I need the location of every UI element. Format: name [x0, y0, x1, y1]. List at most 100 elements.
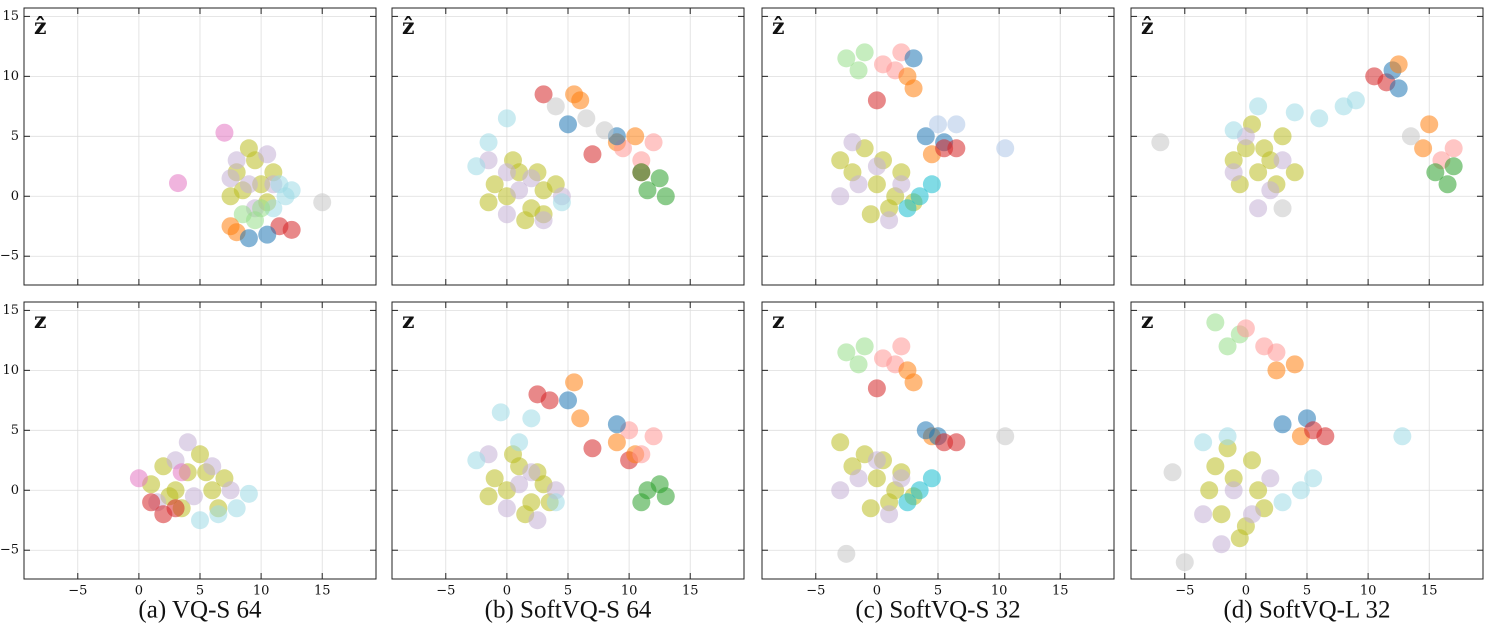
points [169, 123, 332, 248]
x-tick-label: 10 [991, 584, 1008, 599]
point [552, 193, 571, 212]
points [1163, 313, 1412, 572]
point [892, 175, 911, 194]
point [1230, 529, 1249, 548]
point [904, 79, 923, 98]
point [497, 499, 516, 518]
point [1218, 337, 1237, 356]
plot-frame [761, 301, 1115, 580]
point [172, 463, 191, 482]
point [191, 445, 209, 464]
panel-label: ẑ [34, 14, 47, 40]
point [1151, 133, 1170, 152]
y-tick-label: 10 [2, 363, 19, 378]
panel-label: z [772, 308, 785, 334]
y-tick-label: 5 [11, 423, 19, 438]
point [1249, 199, 1268, 218]
point [467, 451, 486, 470]
point [571, 409, 590, 428]
point [867, 91, 886, 110]
point [1236, 319, 1255, 338]
caption: (b) SoftVQ-S 64 [485, 597, 652, 624]
point [485, 469, 504, 488]
y-tick-label: −5 [0, 249, 19, 264]
point [831, 187, 850, 206]
point [258, 145, 277, 164]
point [849, 61, 868, 80]
point [650, 169, 669, 188]
point [516, 211, 535, 230]
point [510, 433, 529, 452]
plot-frame [761, 7, 1115, 286]
point [1243, 451, 1261, 470]
point [583, 439, 602, 458]
point [1401, 127, 1420, 146]
point [1438, 175, 1457, 194]
x-tick-label: 15 [314, 584, 331, 599]
point [861, 499, 880, 518]
point [559, 391, 577, 410]
point [534, 211, 553, 230]
point [595, 121, 614, 140]
points [467, 85, 675, 230]
point [1212, 505, 1231, 524]
panel-label: z [34, 308, 47, 334]
point [1291, 481, 1310, 500]
point [855, 43, 874, 62]
point [467, 157, 486, 176]
point [861, 205, 880, 224]
y-tick-label: 0 [11, 483, 19, 498]
y-tick-label: 5 [11, 129, 19, 144]
x-tick-label: 15 [1052, 584, 1069, 599]
point [898, 493, 917, 512]
plot-frame [1130, 301, 1484, 580]
point [497, 205, 516, 224]
point [1249, 97, 1268, 116]
point [546, 493, 565, 512]
point [1255, 139, 1274, 158]
point [1304, 469, 1323, 488]
plot-frame [391, 301, 745, 580]
point [656, 187, 675, 206]
plot-frame [23, 301, 377, 580]
point [497, 109, 516, 128]
y-tick-label: 15 [2, 303, 19, 318]
point [996, 139, 1015, 158]
point [540, 391, 559, 410]
point [191, 511, 209, 530]
point [831, 433, 850, 452]
point [491, 403, 510, 422]
point [1273, 415, 1292, 434]
point [1175, 553, 1194, 572]
x-tick-label: 0 [135, 584, 143, 599]
point [510, 475, 529, 494]
point [239, 484, 258, 503]
plot-frame [391, 7, 745, 286]
x-tick-label: 15 [682, 584, 699, 599]
panel-label: z [402, 308, 415, 334]
point [867, 379, 886, 398]
point [644, 427, 663, 446]
point [867, 451, 886, 470]
y-tick-label: 15 [2, 9, 19, 24]
point [178, 433, 197, 452]
point [910, 187, 929, 206]
caption: (a) VQ-S 64 [138, 597, 262, 624]
point [1414, 139, 1433, 158]
plot-frame [1130, 7, 1484, 286]
point [632, 493, 651, 512]
point [867, 469, 886, 488]
point [904, 49, 923, 68]
point [880, 211, 899, 230]
point [1249, 163, 1268, 182]
point [831, 151, 850, 170]
point [528, 511, 547, 530]
point [843, 133, 862, 152]
point [1224, 481, 1243, 500]
point [1224, 121, 1243, 140]
point [867, 175, 886, 194]
point [510, 181, 529, 200]
point [203, 481, 222, 500]
point [1420, 115, 1439, 134]
